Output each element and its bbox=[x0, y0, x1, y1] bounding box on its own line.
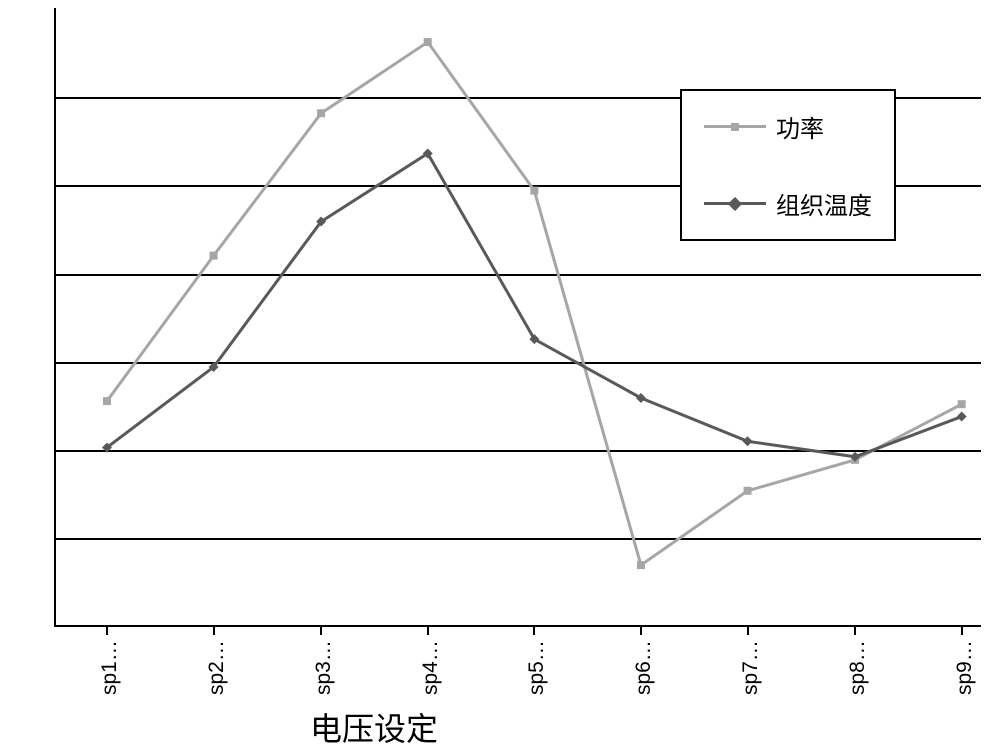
series-marker bbox=[103, 397, 111, 405]
series-marker bbox=[744, 487, 752, 495]
series-marker bbox=[530, 187, 538, 195]
series-marker bbox=[958, 400, 966, 408]
x-tick bbox=[854, 627, 856, 635]
x-tick bbox=[106, 627, 108, 635]
x-tick-label: sp4… bbox=[419, 640, 443, 695]
legend-line bbox=[704, 202, 766, 205]
legend-item: 功率 bbox=[704, 109, 872, 144]
x-tick bbox=[320, 627, 322, 635]
x-tick bbox=[213, 627, 215, 635]
legend-item: 组织温度 bbox=[704, 186, 872, 221]
legend-label: 组织温度 bbox=[776, 186, 872, 221]
x-tick-label: sp7… bbox=[739, 640, 763, 695]
x-tick-label: sp8… bbox=[846, 640, 870, 695]
x-tick bbox=[427, 627, 429, 635]
x-tick-label: sp3… bbox=[312, 640, 336, 695]
series-marker bbox=[424, 38, 432, 46]
x-tick bbox=[961, 627, 963, 635]
series-marker bbox=[637, 561, 645, 569]
series-marker bbox=[743, 436, 753, 446]
x-tick-label: sp6… bbox=[632, 640, 656, 695]
x-tick bbox=[640, 627, 642, 635]
x-tick-label: sp1… bbox=[98, 640, 122, 695]
legend-marker bbox=[728, 196, 742, 210]
x-tick-label: sp9… bbox=[953, 640, 977, 695]
series-marker bbox=[957, 412, 967, 422]
x-axis-title: 电压设定 bbox=[310, 704, 438, 750]
series-marker bbox=[210, 252, 218, 260]
x-tick bbox=[533, 627, 535, 635]
x-tick bbox=[747, 627, 749, 635]
legend-line bbox=[704, 125, 766, 128]
legend-marker bbox=[731, 123, 739, 131]
series-marker bbox=[317, 109, 325, 117]
x-tick-label: sp5… bbox=[525, 640, 549, 695]
legend-label: 功率 bbox=[776, 109, 824, 144]
x-tick-label: sp2… bbox=[205, 640, 229, 695]
legend: 功率组织温度 bbox=[680, 89, 896, 241]
